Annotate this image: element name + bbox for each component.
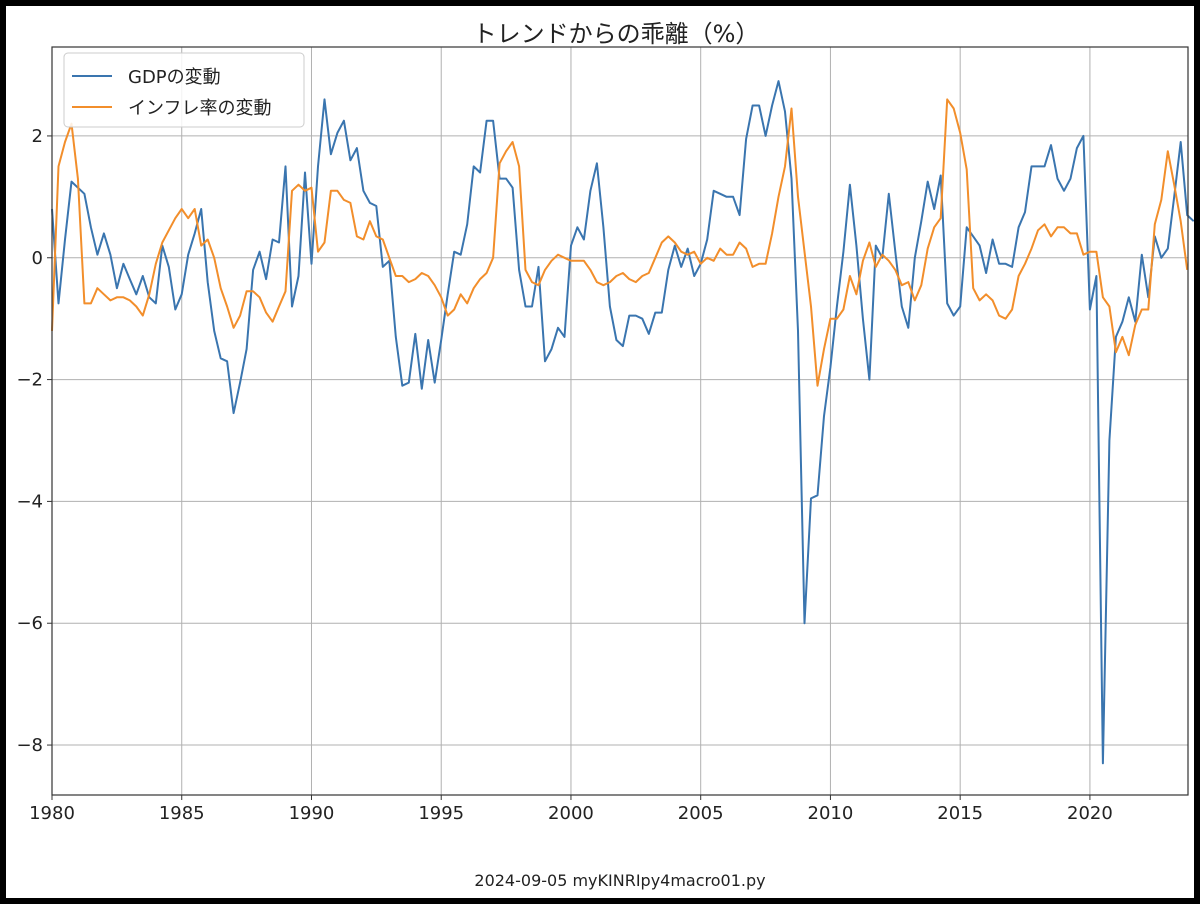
y-tick-label: −2	[16, 370, 43, 391]
y-tick-label: −6	[16, 613, 43, 634]
x-tick-label: 1995	[418, 803, 464, 824]
plot-frame	[51, 46, 1189, 796]
x-tick-label: 2010	[808, 803, 854, 824]
legend-box	[63, 52, 305, 128]
legend-gdp-label: GDPの変動	[128, 67, 221, 88]
line-chart: トレンドからの乖離（%） 1980 1985 1990 1995 2000 2005 201…	[16, 20, 1195, 890]
gdp-line	[51, 80, 1195, 765]
x-tick-label: 1990	[289, 803, 335, 824]
footer-text: 2024-09-05 myKINRIpy4macro01.py	[474, 871, 765, 890]
x-tick-label: 1980	[29, 803, 75, 824]
chart-title: トレンドからの乖離（%）	[473, 20, 760, 48]
legend-inflation-label: インフレ率の変動	[128, 98, 271, 119]
x-tick-label: 1985	[159, 803, 205, 824]
y-tick-label: 0	[32, 248, 43, 269]
x-tick-label: 2000	[548, 803, 594, 824]
x-axis: 1980 1985 1990 1995 2000 2005 2010 2015 2020	[29, 795, 1113, 824]
x-tick-label: 2005	[678, 803, 724, 824]
series-lines	[51, 80, 1195, 765]
y-tick-label: 2	[32, 126, 43, 147]
legend: GDPの変動 インフレ率の変動	[63, 52, 305, 128]
y-axis: 2 0 −2 −4 −6 −8	[16, 126, 52, 756]
y-tick-label: −4	[16, 491, 43, 512]
grid	[51, 47, 1188, 795]
inflation-line	[51, 98, 1189, 387]
x-tick-label: 2015	[937, 803, 983, 824]
x-tick-label: 2020	[1067, 803, 1113, 824]
y-tick-label: −8	[16, 735, 43, 756]
chart-canvas: トレンドからの乖離（%） 1980 1985 1990 1995 2000 2005 201…	[6, 6, 1195, 898]
